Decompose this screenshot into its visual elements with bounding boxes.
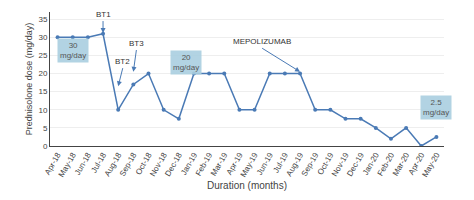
svg-text:Feb-19: Feb-19 xyxy=(194,151,215,178)
svg-text:10: 10 xyxy=(38,106,47,115)
svg-text:0: 0 xyxy=(43,142,48,151)
svg-text:Aug-19: Aug-19 xyxy=(285,151,306,178)
svg-text:Jun-19: Jun-19 xyxy=(255,151,275,177)
svg-text:Sep-18: Sep-18 xyxy=(118,151,139,178)
svg-text:BT3: BT3 xyxy=(129,39,144,48)
svg-text:30mg/day: 30mg/day xyxy=(60,41,86,60)
svg-text:Jan-20: Jan-20 xyxy=(361,151,381,177)
svg-text:Nov-19: Nov-19 xyxy=(330,151,351,178)
svg-text:Jun-18: Jun-18 xyxy=(73,151,93,177)
svg-text:25: 25 xyxy=(38,51,47,60)
svg-text:Jul-18: Jul-18 xyxy=(90,151,109,175)
svg-text:Sep-19: Sep-19 xyxy=(300,151,321,178)
svg-text:20: 20 xyxy=(38,69,47,78)
svg-text:Aug-18: Aug-18 xyxy=(103,151,124,178)
svg-text:May-19: May-19 xyxy=(239,151,260,179)
svg-text:30: 30 xyxy=(38,33,47,42)
svg-text:2.5mg/day: 2.5mg/day xyxy=(423,98,449,117)
svg-text:Mar-20: Mar-20 xyxy=(391,151,412,178)
svg-text:Mar-19: Mar-19 xyxy=(209,151,230,178)
svg-text:May-20: May-20 xyxy=(420,151,441,179)
svg-text:Oct-18: Oct-18 xyxy=(134,151,154,177)
svg-text:BT2: BT2 xyxy=(115,57,130,66)
svg-text:Duration (months): Duration (months) xyxy=(207,180,287,191)
svg-text:Dec-19: Dec-19 xyxy=(345,151,366,178)
svg-text:20mg/day: 20mg/day xyxy=(173,53,199,72)
svg-text:Jan-19: Jan-19 xyxy=(179,151,199,177)
svg-text:Dec-18: Dec-18 xyxy=(163,151,184,178)
svg-text:Apr-20: Apr-20 xyxy=(407,151,427,177)
svg-text:35: 35 xyxy=(38,15,47,24)
svg-text:Apr-19: Apr-19 xyxy=(225,151,245,177)
svg-text:BT1: BT1 xyxy=(96,10,111,19)
svg-text:Jul-19: Jul-19 xyxy=(271,151,290,175)
svg-text:Oct-19: Oct-19 xyxy=(316,151,336,177)
svg-text:Apr-18: Apr-18 xyxy=(43,151,63,177)
svg-text:5: 5 xyxy=(43,124,48,133)
svg-text:May-18: May-18 xyxy=(57,151,78,179)
svg-text:Prednisolone dose (mg/day): Prednisolone dose (mg/day) xyxy=(24,23,34,136)
svg-text:Feb-20: Feb-20 xyxy=(376,151,397,178)
svg-text:15: 15 xyxy=(38,87,47,96)
svg-text:Nov-18: Nov-18 xyxy=(148,151,169,178)
svg-text:MEPOLIZUMAB: MEPOLIZUMAB xyxy=(233,37,291,46)
